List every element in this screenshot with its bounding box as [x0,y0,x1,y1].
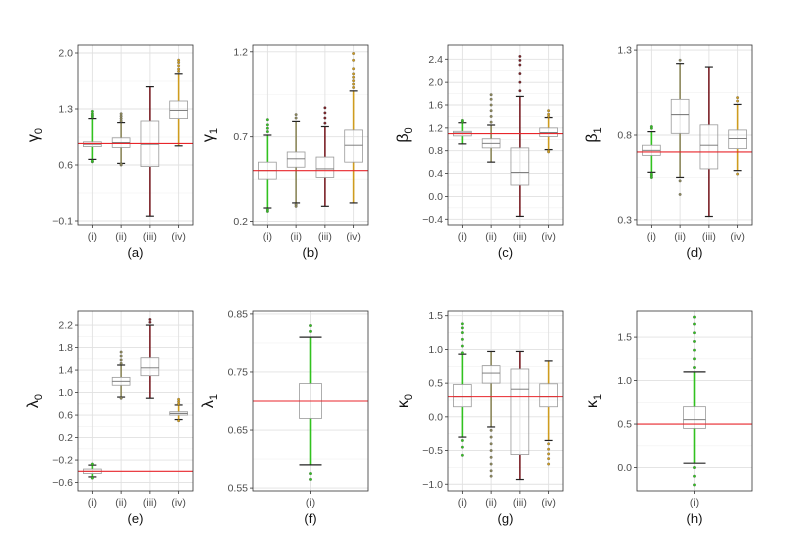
y-tick-label: 1.5 [617,332,632,344]
outlier-point [693,466,696,469]
outlier-point [693,349,696,352]
outlier-point [693,358,696,361]
outlier-point [693,331,696,334]
outlier-point [693,323,696,326]
outlier-point [693,316,696,319]
outlier-point [693,484,696,487]
x-tick-label: (i) [690,497,699,509]
y-tick-label: 1.0 [617,375,632,387]
chart-panel-8: 0.0 0.5 1.0 1.5 (i) (h) κ1 [0,0,789,558]
panel-label: (h) [687,511,703,526]
y-tick-label: 0.0 [617,462,632,474]
outlier-point [693,340,696,343]
figure: −0.1 0.6 1.3 2.0 (i) (ii) (iii) (iv) (a) γ0 0.2 0.7… [0,0,789,558]
outlier-point [693,366,696,369]
y-tick-label: 0.5 [617,419,632,431]
outlier-point [693,475,696,478]
y-axis-label: κ1 [584,394,604,408]
